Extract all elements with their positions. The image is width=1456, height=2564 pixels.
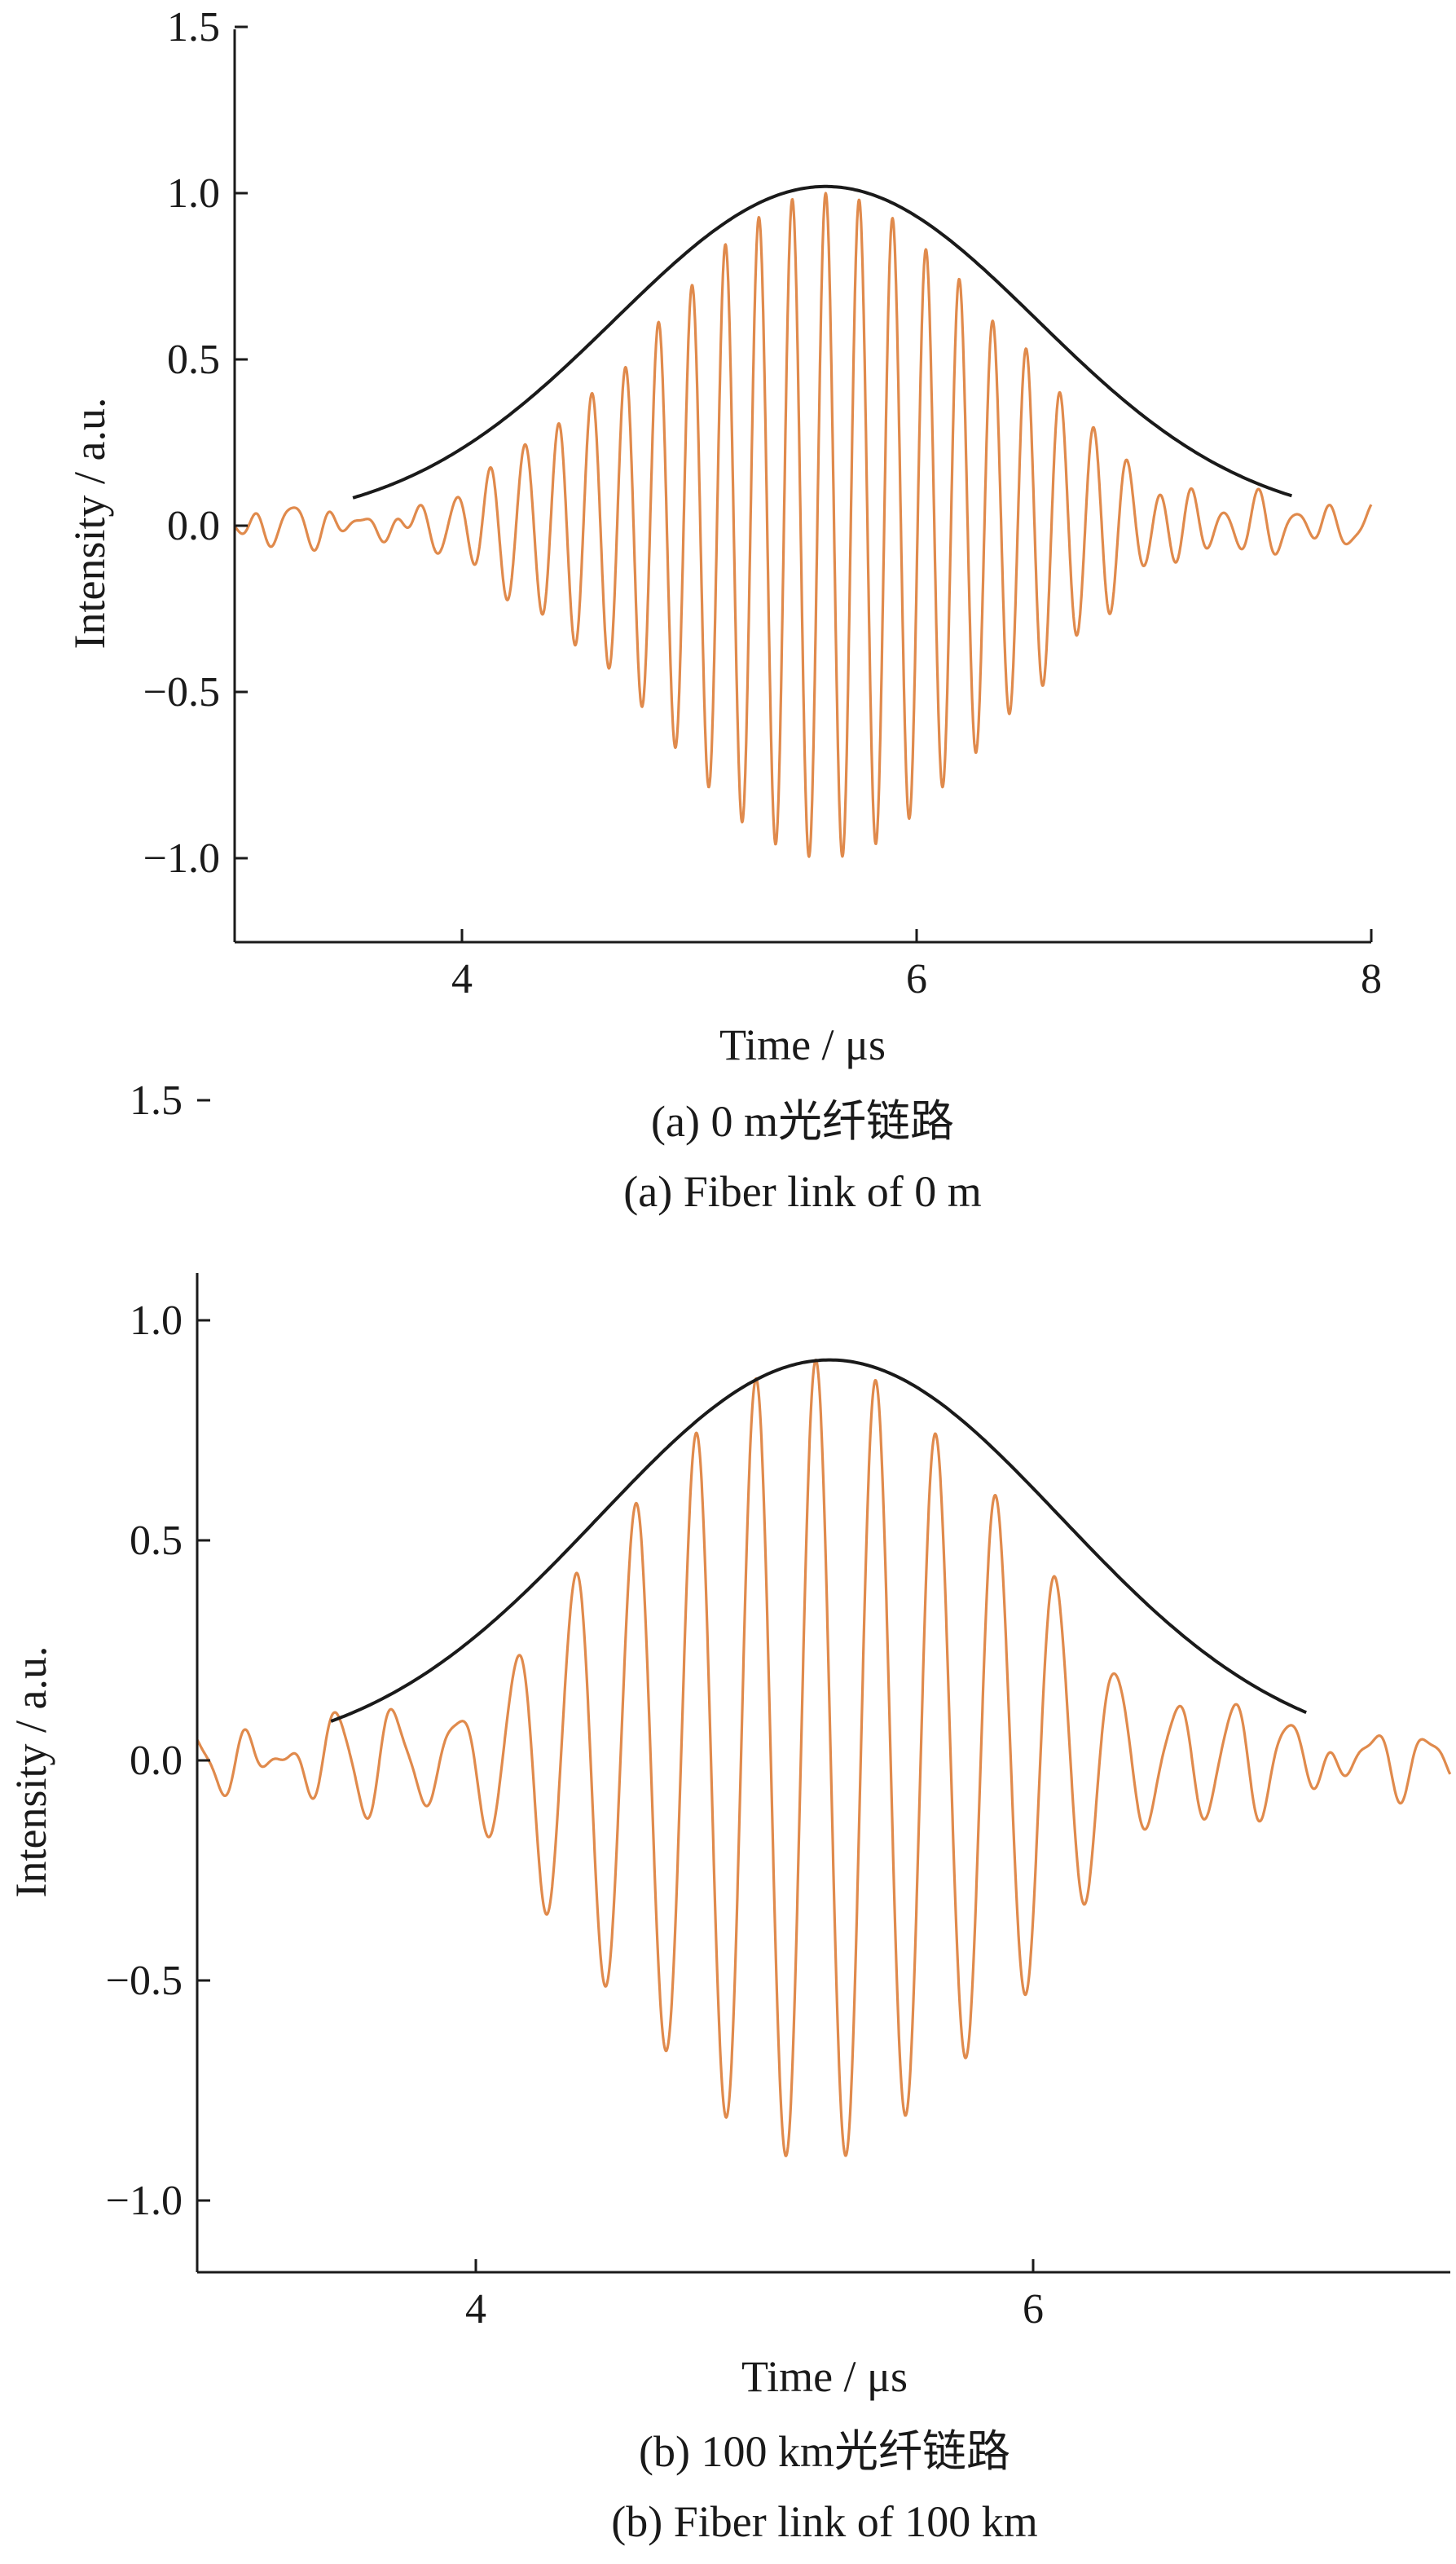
y-tick-label: −1.0: [143, 835, 220, 882]
panel-b-envelope-line: [330, 1358, 1307, 1723]
y-tick-label: 0.0: [130, 1738, 183, 1784]
panel-b-ticks: −1.0 −0.5 0.0 0.5 1.0 1.5 4 6: [106, 1077, 1044, 2333]
panel-a: −1.0 −0.5 0.0 0.5 1.0 1.5 4 6 8 Time / μs Intens…: [65, 4, 1382, 1216]
panel-b-caption-en: (b) Fiber link of 100 km: [611, 2497, 1037, 2546]
y-tick-label: −0.5: [106, 1958, 183, 2004]
y-tick-label: 0.5: [167, 337, 220, 383]
panel-a-x-axis-label: Time / μs: [719, 1020, 886, 1069]
panel-a-y-axis-label: Intensity / a.u.: [65, 398, 114, 650]
panel-a-caption-en: (a) Fiber link of 0 m: [623, 1167, 981, 1216]
y-tick-label: −1.0: [106, 2178, 183, 2224]
x-tick-label: 4: [451, 956, 473, 1002]
panel-b-x-axis-label: Time / μs: [741, 2352, 908, 2401]
y-tick-label: 1.0: [167, 170, 220, 217]
y-tick-label: 1.5: [167, 4, 220, 51]
panel-b-signal-line: [196, 1359, 1452, 2157]
x-tick-label: 6: [1023, 2286, 1044, 2333]
y-tick-label: 0.5: [130, 1518, 183, 1564]
y-tick-label: 1.0: [130, 1297, 183, 1344]
y-tick-label: 1.5: [130, 1077, 183, 1124]
x-tick-label: 6: [906, 956, 927, 1002]
panel-a-caption-cn: (a) 0 m光纤链路: [651, 1097, 954, 1146]
panel-a-signal-line: [233, 192, 1373, 858]
panel-b-y-axis-label: Intensity / a.u.: [7, 1646, 55, 1898]
y-tick-label: 0.0: [167, 503, 220, 549]
panel-b-caption-cn: (b) 100 km光纤链路: [639, 2427, 1010, 2476]
x-tick-label: 4: [465, 2286, 486, 2333]
panel-a-ticks: −1.0 −0.5 0.0 0.5 1.0 1.5 4 6 8: [143, 4, 1382, 1002]
panel-b: −1.0 −0.5 0.0 0.5 1.0 1.5 4 6 Time / μs Intensi…: [7, 1077, 1452, 2546]
y-tick-label: −0.5: [143, 669, 220, 716]
panel-a-envelope-line: [352, 184, 1292, 500]
x-tick-label: 8: [1361, 956, 1382, 1002]
